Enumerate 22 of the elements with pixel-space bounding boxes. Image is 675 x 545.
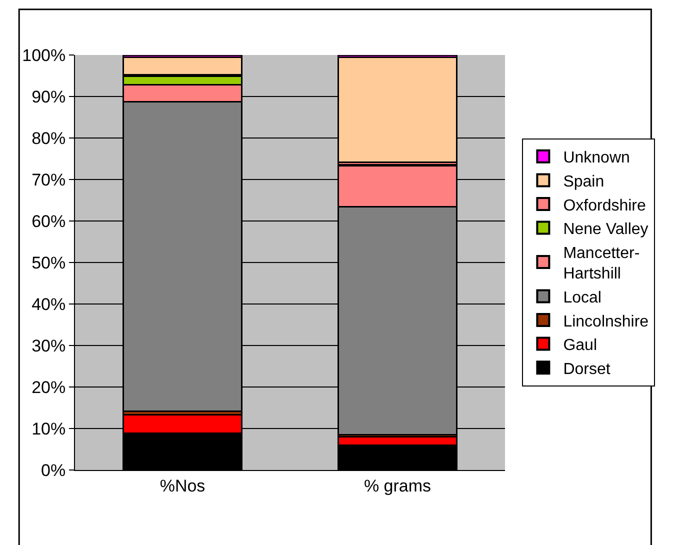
legend-label: Spain: [563, 173, 604, 190]
legend-label: Nene Valley: [563, 221, 648, 238]
legend-label: Local: [563, 289, 602, 306]
legend-label: Lincolnshire: [563, 313, 649, 330]
legend-label: Oxfordshire: [563, 197, 646, 214]
y-tick-label: 10%: [32, 419, 66, 438]
y-tick-label: 50%: [32, 253, 66, 272]
y-tick-label: 60%: [32, 212, 66, 231]
y-tick-label: 70%: [32, 170, 66, 190]
y-tick-label: 40%: [32, 294, 66, 314]
x-tick-label: % grams: [364, 476, 432, 496]
x-tick-label: %Nos: [160, 476, 206, 496]
y-tick-label: 90%: [32, 87, 66, 106]
y-tick-label: 30%: [32, 336, 66, 356]
legend-label: Mancetter-Hartshill: [563, 244, 640, 283]
legend-label: Dorset: [563, 360, 611, 378]
legend-label: Unknown: [563, 150, 630, 167]
y-tick-label: 100%: [22, 46, 66, 65]
y-tick-label: 80%: [32, 128, 66, 148]
legend-label: Gaul: [563, 337, 597, 354]
y-tick-label: 0%: [41, 460, 66, 480]
y-tick-label: 20%: [32, 378, 66, 397]
